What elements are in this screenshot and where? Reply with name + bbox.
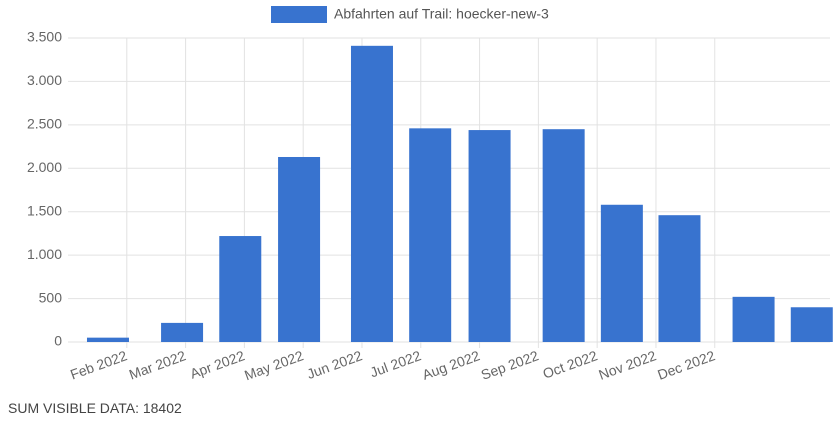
x-tick-label: Oct 2022 <box>541 347 600 382</box>
x-tick-label: Dec 2022 <box>655 347 717 383</box>
y-tick-label: 500 <box>39 289 63 305</box>
bar <box>409 128 452 342</box>
y-tick-label: 2.000 <box>27 159 62 175</box>
bar <box>732 296 775 342</box>
x-tick-label: Aug 2022 <box>420 347 482 383</box>
bar <box>278 156 321 342</box>
bar <box>790 307 833 342</box>
chart: Abfahrten auf Trail: hoecker-new-3 0 500 1… <box>27 6 833 383</box>
bar <box>86 337 129 342</box>
bar <box>161 322 204 342</box>
x-tick-label: Feb 2022 <box>68 347 129 382</box>
bar <box>600 204 643 342</box>
x-tick-label: Jul 2022 <box>368 347 423 380</box>
bar <box>658 215 701 342</box>
bar <box>350 45 393 343</box>
legend-swatch <box>271 6 327 23</box>
x-tick-label: Apr 2022 <box>188 347 247 382</box>
y-tick-label: 3.500 <box>27 29 62 45</box>
bar <box>468 130 511 342</box>
x-tick-label: Sep 2022 <box>479 347 541 383</box>
y-tick-label: 2.500 <box>27 116 62 132</box>
x-tick-label: Nov 2022 <box>596 347 658 383</box>
bar <box>542 129 585 342</box>
legend-label: Abfahrten auf Trail: hoecker-new-3 <box>334 6 549 22</box>
footer: SUM VISIBLE DATA: 18402 <box>8 400 182 416</box>
bar <box>219 236 262 342</box>
y-tick-label: 1.000 <box>27 246 62 262</box>
y-tick-label: 1.500 <box>27 202 62 218</box>
y-tick-label: 3.000 <box>27 72 62 88</box>
x-tick-label: Jun 2022 <box>305 347 365 382</box>
y-tick-label: 0 <box>54 333 62 349</box>
x-tick-label: Mar 2022 <box>127 347 188 382</box>
x-tick-label: May 2022 <box>242 347 305 383</box>
